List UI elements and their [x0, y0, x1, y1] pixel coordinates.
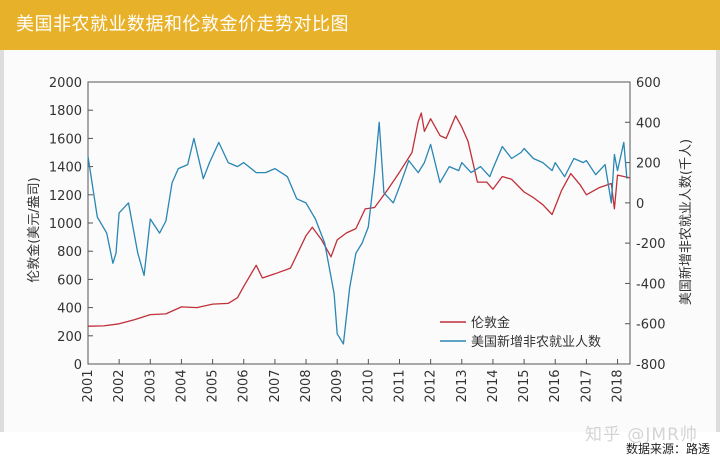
right-axis-ticks: -800 -600 -400 -200 0 200 400 600 — [625, 76, 666, 373]
right-tick-label: -800 — [636, 358, 666, 373]
right-tick-label: 600 — [636, 76, 661, 91]
legend-label-gold: 伦敦金 — [471, 315, 510, 331]
left-tick-label: 1800 — [49, 104, 82, 119]
x-tick-label: 2015 — [517, 369, 532, 402]
series-layer — [87, 112, 631, 345]
right-tick-label: 400 — [636, 116, 661, 131]
x-tick-label: 2018 — [611, 369, 626, 402]
x-tick-label: 2014 — [486, 369, 501, 402]
x-tick-label: 2013 — [455, 369, 470, 402]
bottom-strip — [0, 432, 720, 464]
left-axis-ticks: 0 200 400 600 800 1000 1200 1400 1600 1800 2000 — [49, 76, 93, 373]
x-tick-label: 2005 — [206, 369, 221, 402]
x-tick-label: 2012 — [424, 369, 439, 402]
x-tick-label: 2016 — [548, 369, 563, 402]
right-tick-label: 200 — [636, 157, 661, 172]
right-tick-label: -600 — [636, 318, 666, 333]
left-tick-label: 800 — [57, 245, 82, 260]
watermark: 知乎 @JMR帅 — [585, 425, 698, 445]
right-tick-label: -200 — [636, 237, 666, 252]
left-tick-label: 2000 — [49, 76, 82, 91]
left-tick-label: 600 — [57, 273, 82, 288]
chart-panel — [0, 50, 720, 432]
x-tick-label: 2009 — [330, 369, 345, 402]
x-tick-label: 2007 — [268, 369, 283, 402]
x-tick-label: 2006 — [237, 369, 252, 402]
x-tick-label: 2004 — [174, 369, 189, 402]
x-tick-label: 2003 — [143, 369, 158, 402]
left-tick-label: 1600 — [49, 132, 82, 147]
left-tick-label: 1200 — [49, 189, 82, 204]
x-tick-label: 2010 — [361, 369, 376, 402]
header-banner: 美国非农就业数据和伦敦金价走势对比图 — [0, 0, 720, 50]
left-axis-label: 伦敦金(美元/盎司) — [26, 177, 42, 283]
x-tick-label: 2008 — [299, 369, 314, 402]
series-line-gold — [87, 112, 631, 327]
left-tick-label: 200 — [57, 330, 82, 345]
right-tick-label: -400 — [636, 277, 666, 292]
x-axis-ticks: 2001 2002 2003 2004 2005 2006 2007 2008 2009 2010… — [81, 359, 626, 403]
right-axis-label: 美国新增非农就业人数(千人) — [678, 139, 694, 305]
left-tick-label: 0 — [74, 358, 82, 373]
data-source: 数据来源：路透 — [625, 442, 710, 456]
left-tick-label: 400 — [57, 302, 82, 317]
x-tick-label: 2017 — [579, 369, 594, 402]
x-tick-label: 2011 — [392, 369, 407, 402]
legend: 伦敦金 美国新增非农就业人数 — [440, 315, 601, 350]
page-title: 美国非农就业数据和伦敦金价走势对比图 — [16, 14, 349, 35]
left-tick-label: 1000 — [49, 217, 82, 232]
x-tick-label: 2002 — [112, 369, 127, 402]
series-line-payrolls — [87, 121, 628, 345]
right-tick-label: 0 — [636, 197, 644, 212]
left-tick-label: 1400 — [49, 161, 82, 176]
legend-label-payrolls: 美国新增非农就业人数 — [471, 334, 601, 350]
x-tick-label: 2001 — [81, 369, 96, 402]
